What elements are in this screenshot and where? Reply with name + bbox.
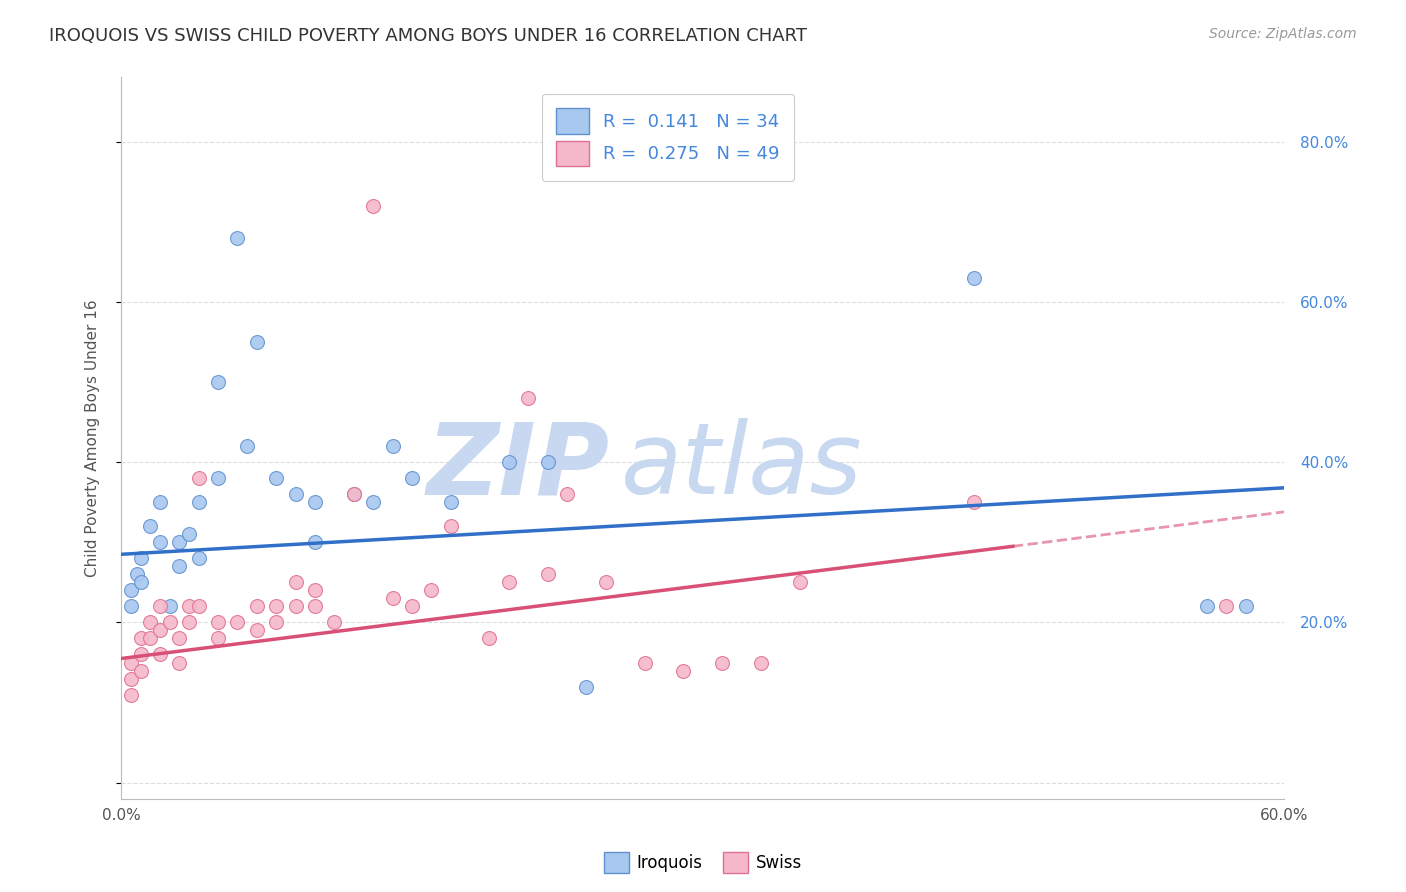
Point: [361, 199, 384, 213]
Point: [498, 575, 520, 590]
Point: [159, 615, 181, 630]
Point: [169, 559, 191, 574]
Point: [304, 535, 326, 549]
Point: [323, 615, 346, 630]
Point: [1215, 599, 1237, 614]
Point: [304, 583, 326, 598]
Point: [149, 535, 172, 549]
Point: [963, 495, 986, 509]
Point: [1195, 599, 1218, 614]
Point: [187, 599, 209, 614]
Point: [381, 439, 404, 453]
Point: [420, 583, 443, 598]
Point: [236, 439, 259, 453]
Point: [207, 375, 229, 389]
Point: [169, 656, 191, 670]
Point: [633, 656, 655, 670]
Point: [177, 599, 200, 614]
Point: [264, 615, 287, 630]
Point: [120, 583, 142, 598]
Legend: Iroquois, Swiss: Iroquois, Swiss: [598, 846, 808, 880]
Point: [575, 680, 598, 694]
Point: [120, 688, 142, 702]
Point: [555, 487, 578, 501]
Point: [246, 599, 269, 614]
Point: [595, 575, 617, 590]
Point: [207, 471, 229, 485]
Point: [149, 624, 172, 638]
Point: [169, 535, 191, 549]
Text: ZIP: ZIP: [426, 418, 610, 516]
Point: [129, 648, 152, 662]
Y-axis label: Child Poverty Among Boys Under 16: Child Poverty Among Boys Under 16: [86, 300, 100, 577]
Point: [129, 551, 152, 566]
Point: [304, 599, 326, 614]
Point: [537, 567, 560, 582]
Point: [304, 495, 326, 509]
Point: [207, 632, 229, 646]
Point: [226, 231, 249, 245]
Point: [498, 455, 520, 469]
Point: [343, 487, 366, 501]
Point: [177, 615, 200, 630]
Point: [129, 632, 152, 646]
Point: [187, 471, 209, 485]
Point: [149, 495, 172, 509]
Point: [169, 632, 191, 646]
Point: [963, 270, 986, 285]
Point: [149, 599, 172, 614]
Point: [264, 471, 287, 485]
Legend: R =  0.141   N = 34, R =  0.275   N = 49: R = 0.141 N = 34, R = 0.275 N = 49: [541, 94, 794, 181]
Point: [672, 664, 695, 678]
Point: [125, 567, 148, 582]
Point: [207, 615, 229, 630]
Point: [264, 599, 287, 614]
Point: [284, 599, 307, 614]
Point: [177, 527, 200, 541]
Point: [246, 334, 269, 349]
Text: Source: ZipAtlas.com: Source: ZipAtlas.com: [1209, 27, 1357, 41]
Point: [440, 495, 463, 509]
Point: [187, 551, 209, 566]
Point: [149, 648, 172, 662]
Point: [246, 624, 269, 638]
Point: [120, 672, 142, 686]
Point: [343, 487, 366, 501]
Point: [284, 487, 307, 501]
Point: [129, 575, 152, 590]
Point: [749, 656, 772, 670]
Point: [1234, 599, 1257, 614]
Point: [711, 656, 734, 670]
Point: [478, 632, 501, 646]
Point: [361, 495, 384, 509]
Point: [440, 519, 463, 533]
Point: [139, 519, 162, 533]
Point: [129, 664, 152, 678]
Point: [401, 471, 423, 485]
Text: IROQUOIS VS SWISS CHILD POVERTY AMONG BOYS UNDER 16 CORRELATION CHART: IROQUOIS VS SWISS CHILD POVERTY AMONG BO…: [49, 27, 807, 45]
Point: [139, 632, 162, 646]
Point: [401, 599, 423, 614]
Point: [120, 599, 142, 614]
Point: [226, 615, 249, 630]
Point: [381, 591, 404, 606]
Point: [159, 599, 181, 614]
Point: [139, 615, 162, 630]
Text: atlas: atlas: [621, 418, 863, 516]
Point: [187, 495, 209, 509]
Point: [120, 656, 142, 670]
Point: [517, 391, 540, 405]
Point: [284, 575, 307, 590]
Point: [789, 575, 811, 590]
Point: [537, 455, 560, 469]
